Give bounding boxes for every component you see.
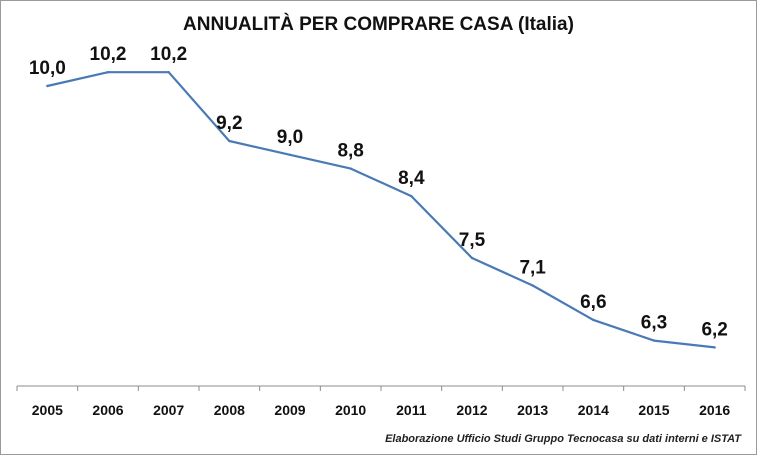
data-point-2010 <box>349 167 352 170</box>
x-tick-label-2008: 2008 <box>214 402 245 418</box>
data-label-2014: 6,6 <box>580 292 606 313</box>
data-labels: 10,0 10,2 10,2 9,2 9,0 8,8 8,4 7,5 7,1 6,6 6,3 6,2 <box>29 44 728 340</box>
x-tick-label-2006: 2006 <box>92 402 123 418</box>
data-label-2015: 6,3 <box>641 313 667 334</box>
data-point-2014 <box>592 318 595 322</box>
data-point-2016 <box>713 346 716 349</box>
series-layer <box>46 71 716 349</box>
x-axis <box>16 385 746 391</box>
x-tick-label-2016: 2016 <box>699 402 730 418</box>
data-label-2016: 6,2 <box>701 319 727 340</box>
x-tick-label-2014: 2014 <box>578 402 609 418</box>
data-point-2009 <box>288 153 292 156</box>
data-point-2007 <box>167 71 170 74</box>
x-tick-label-2009: 2009 <box>274 402 305 418</box>
data-label-2007: 10,2 <box>150 44 187 65</box>
data-point-2008 <box>228 139 231 143</box>
data-point-2011 <box>410 194 413 198</box>
data-label-2006: 10,2 <box>90 44 127 65</box>
data-label-2010: 8,8 <box>337 141 363 162</box>
data-label-2005: 10,0 <box>29 58 66 79</box>
source-note: Elaborazione Ufficio Studi Gruppo Tecnoc… <box>385 433 741 445</box>
data-point-2005 <box>46 84 49 88</box>
x-tick-label-2015: 2015 <box>638 402 669 418</box>
data-label-2008: 9,2 <box>216 113 242 134</box>
data-label-2013: 7,1 <box>519 258 546 279</box>
data-point-2013 <box>531 284 534 287</box>
data-label-2012: 7,5 <box>459 230 486 251</box>
series-line <box>47 71 715 349</box>
x-tick-label-2012: 2012 <box>456 402 487 418</box>
x-tick-label-2010: 2010 <box>335 402 366 418</box>
x-tick-label-2005: 2005 <box>32 402 63 418</box>
x-tick-labels: 2005 2006 2007 2008 2009 2010 2011 2012 2013 2014… <box>32 402 731 418</box>
data-label-2009: 9,0 <box>277 127 303 148</box>
data-point-2006 <box>106 71 110 74</box>
data-label-2011: 8,4 <box>398 168 425 189</box>
x-tick-label-2013: 2013 <box>517 402 548 418</box>
chart-title: ANNUALITÀ PER COMPRARE CASA (Italia) <box>183 14 574 35</box>
data-point-2012 <box>470 256 474 260</box>
data-point-2015 <box>652 339 656 342</box>
x-tick-label-2007: 2007 <box>153 402 184 418</box>
x-tick-label-2011: 2011 <box>396 402 427 418</box>
